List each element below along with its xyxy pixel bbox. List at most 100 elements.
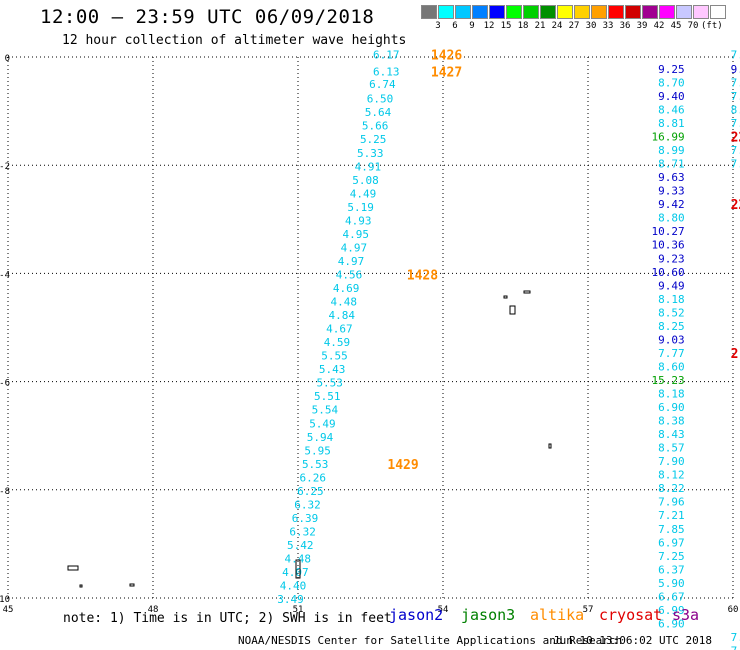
data-point: 7.9: [731, 644, 740, 650]
island-outline: [295, 559, 301, 579]
x-tick-label: 51: [293, 605, 304, 615]
data-point: 5.43: [319, 363, 346, 376]
data-point: 7.21: [658, 509, 685, 522]
timestamp: Jun 10 13:06:02 UTC 2018: [553, 634, 712, 647]
scale-label: 39: [636, 21, 648, 31]
scale-swatch: [557, 5, 573, 19]
data-point: 8.52: [658, 306, 685, 319]
island-outline: [548, 443, 552, 449]
data-point: 9.42: [658, 198, 685, 211]
x-tick-label: 54: [438, 605, 449, 615]
scale-swatch: [489, 5, 505, 19]
data-point: 8.18: [658, 388, 685, 401]
data-point: 8.57: [658, 442, 685, 455]
scale-swatch: [659, 5, 675, 19]
data-point: 5.25: [360, 133, 387, 146]
data-point: 6.50: [367, 93, 394, 106]
scale-swatch: [506, 5, 522, 19]
data-point: 8.99: [658, 144, 685, 157]
data-point: 10.36: [652, 239, 685, 252]
scale-label: 21: [534, 21, 546, 31]
chart-subtitle: 12 hour collection of altimeter wave hei…: [62, 33, 407, 48]
data-point: 5.53: [302, 458, 329, 471]
data-point: 5.95: [304, 444, 331, 457]
data-point: 6.25: [297, 485, 324, 498]
scale-swatch: [676, 5, 692, 19]
scale-swatch: [710, 5, 726, 19]
scale-swatch: [574, 5, 590, 19]
scale-label: 33: [602, 21, 614, 31]
data-point: 6.99: [658, 604, 685, 617]
scale-label: 9: [469, 21, 475, 31]
scale-label: 70: [687, 21, 699, 31]
x-tick-label: 45: [3, 605, 14, 615]
island-outline: [79, 584, 83, 588]
data-point: 6.90: [658, 401, 685, 414]
scale-swatch: [455, 5, 471, 19]
y-tick-label: -8: [0, 487, 10, 497]
satellite-jason2: jason2: [389, 606, 444, 624]
data-point: 5.53: [316, 377, 343, 390]
data-point: 10.27: [652, 225, 685, 238]
data-point: 8.70: [658, 76, 685, 89]
footer-note: note: 1) Time is in UTC; 2) SWH is in fe…: [63, 611, 392, 626]
y-tick-label: -6: [0, 379, 10, 389]
data-point: 5.08: [352, 174, 379, 187]
data-point: 7.8: [731, 631, 740, 644]
data-point: 9.25: [658, 63, 685, 76]
island-outline: [509, 305, 516, 315]
data-point: 7.6: [731, 117, 740, 130]
data-point: 9.23: [658, 252, 685, 265]
data-point: 4.07: [282, 566, 309, 579]
data-point: 4.93: [345, 214, 372, 227]
x-tick-label: 60: [728, 605, 739, 615]
data-point: 5.55: [321, 350, 348, 363]
data-point: 8.43: [658, 428, 685, 441]
scale-label: 30: [585, 21, 597, 31]
scale-label: 24: [551, 21, 563, 31]
data-point: 7.96: [658, 496, 685, 509]
satellite-altika: altika: [530, 606, 585, 624]
scale-label: 36: [619, 21, 631, 31]
x-tick-label: 57: [583, 605, 594, 615]
data-point: 4.67: [326, 323, 353, 336]
data-point: 8.71: [658, 158, 685, 171]
data-point: 9.40: [658, 90, 685, 103]
data-point: 8.38: [658, 415, 685, 428]
data-point: 6.39: [292, 512, 319, 525]
data-point: 4.59: [324, 336, 351, 349]
scale-swatch: [523, 5, 539, 19]
data-point: 8.25: [658, 320, 685, 333]
data-point: 6.32: [289, 525, 316, 538]
scale-label: 6: [452, 21, 458, 31]
data-point: 5.49: [309, 417, 336, 430]
pass-label: 220: [731, 131, 740, 146]
pass-label: 1427: [431, 66, 462, 81]
data-point: 4.84: [329, 309, 356, 322]
data-point: 9.63: [658, 171, 685, 184]
data-point: 7.1: [731, 144, 740, 157]
satellite-cryosat: cryosat: [599, 606, 663, 624]
scale-label: 45: [670, 21, 682, 31]
data-point: 4.95: [343, 228, 370, 241]
data-point: 7.85: [658, 523, 685, 536]
scale-label: 15: [500, 21, 512, 31]
data-point: 7.7: [731, 158, 740, 171]
y-tick-label: 0: [5, 54, 10, 64]
data-point: 4.97: [341, 241, 368, 254]
scale-swatch: [608, 5, 624, 19]
data-point: 5.54: [312, 404, 339, 417]
scale-label: 12: [483, 21, 495, 31]
data-point: 8.6: [731, 103, 740, 116]
data-point: 8.80: [658, 212, 685, 225]
data-point: 8.22: [658, 482, 685, 495]
data-point: 8.12: [658, 469, 685, 482]
data-point: 9.33: [658, 185, 685, 198]
scale-label: 3: [435, 21, 441, 31]
data-point: 6.17: [373, 48, 400, 61]
data-point: 6.74: [369, 78, 396, 91]
scale-swatch: [540, 5, 556, 19]
data-point: 4.48: [330, 296, 357, 309]
chart-title: 12:00 — 23:59 UTC 06/09/2018: [40, 6, 375, 28]
x-tick-label: 48: [148, 605, 159, 615]
